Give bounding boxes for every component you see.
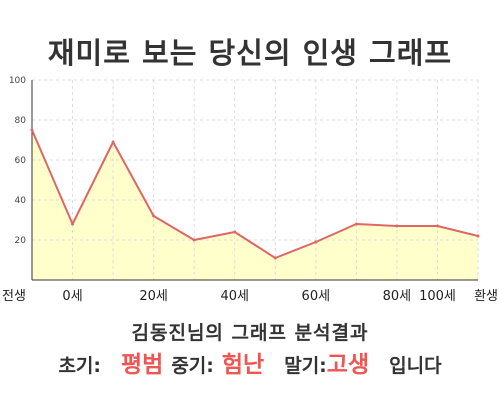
x-tick-label: 100세 [419, 289, 456, 304]
y-tick-label: 60 [15, 156, 27, 166]
data-point-11 [476, 234, 480, 238]
x-tick-label: 60세 [302, 289, 331, 304]
x-tick-label: 80세 [383, 289, 412, 304]
life-graph-chart: 20 40 60 80 100 전생 0세 20세 40세 60세 80세 100세 환생 [2, 76, 498, 304]
area-fill [32, 130, 478, 280]
data-point-3 [152, 214, 156, 218]
mid-label: 중기: [171, 355, 214, 377]
analysis-subtitle: 김동진님의 그래프 분석결과 [131, 322, 369, 344]
data-point-6 [273, 256, 277, 260]
data-point-5 [233, 230, 237, 234]
data-point-7 [314, 240, 318, 244]
plot-area: 20 40 60 80 100 전생 0세 20세 40세 60세 80세 100세 환생 [2, 76, 498, 304]
x-tick-label: 0세 [62, 289, 82, 304]
x-tick-label: 20세 [139, 289, 168, 304]
late-label: 말기: [284, 355, 327, 377]
series-line [31, 129, 479, 259]
y-tick-label: 80 [15, 116, 27, 126]
data-point-1 [71, 222, 75, 226]
analysis-summary: 초기: 평범 중기: 험난 말기:고생 입니다 [0, 345, 500, 379]
x-tick-label: 40세 [220, 289, 249, 304]
data-point-10 [435, 224, 439, 228]
early-label: 초기: [58, 355, 101, 377]
data-point-9 [395, 224, 399, 228]
mid-value: 험난 [221, 352, 265, 378]
suffix-text: 입니다 [389, 355, 442, 377]
data-point-0 [30, 128, 34, 132]
data-point-8 [354, 222, 358, 226]
early-value: 평범 [121, 352, 164, 378]
data-point-2 [111, 140, 115, 144]
y-tick-label: 100 [9, 76, 26, 86]
chart-title: 재미로 보는 당신의 인생 그래프 [47, 36, 453, 70]
x-tick-label: 환생 [474, 289, 498, 304]
data-point-4 [192, 238, 196, 242]
late-value: 고생 [326, 352, 370, 378]
y-tick-label: 40 [15, 196, 27, 206]
x-tick-label: 전생 [2, 289, 26, 304]
y-tick-label: 20 [15, 236, 27, 246]
